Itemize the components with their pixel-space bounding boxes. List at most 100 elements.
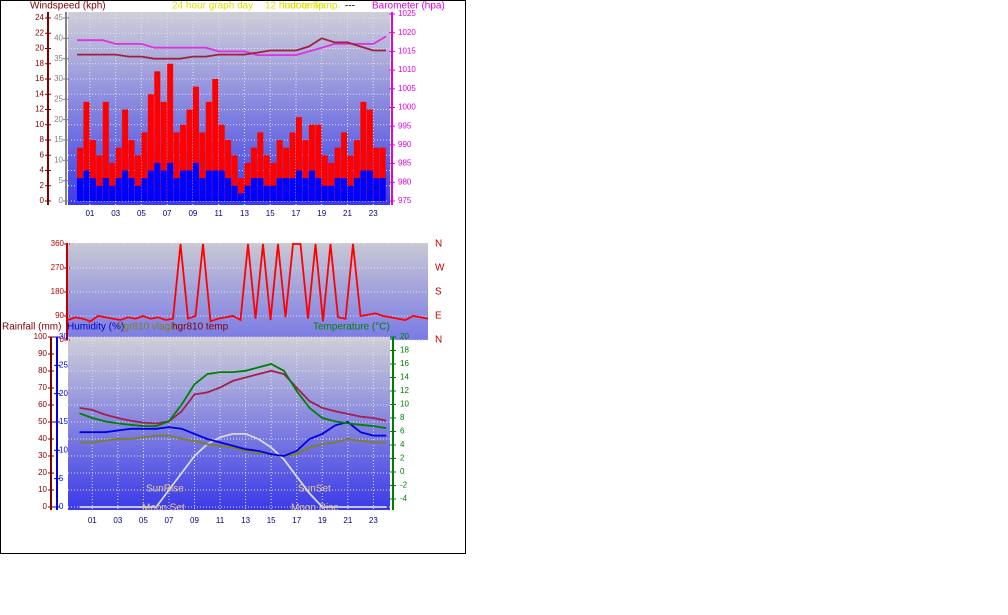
bar — [360, 170, 367, 201]
bar — [334, 178, 341, 201]
x-tick-label: 19 — [317, 209, 326, 218]
bar — [308, 124, 315, 201]
axis-title: Windspeed (kph) — [30, 1, 106, 12]
bar — [270, 185, 277, 201]
bar — [295, 170, 302, 201]
subtitle: --- — [345, 1, 355, 12]
y-tick-label: -4 — [400, 494, 408, 503]
y-tick-label: 10 — [59, 445, 68, 454]
bar — [147, 94, 154, 201]
y-tick-label: 20 — [54, 115, 63, 124]
x-tick-label: 11 — [215, 209, 224, 218]
bar — [328, 185, 335, 201]
bar — [289, 132, 296, 201]
legend-label: hgr810 temp — [172, 322, 229, 333]
y-tick-label: 1005 — [398, 84, 416, 93]
bar — [83, 170, 90, 201]
y-tick-label: 995 — [398, 121, 412, 130]
x-tick-label: 07 — [163, 209, 172, 218]
bar — [341, 132, 348, 201]
y-tick-label: 4 — [400, 440, 405, 449]
bar — [115, 147, 122, 201]
bar — [302, 140, 309, 201]
y-tick-label: 20 — [400, 332, 409, 341]
bar — [96, 185, 103, 201]
x-tick-label: 15 — [267, 516, 276, 525]
bar — [353, 178, 360, 201]
x-tick-label: 19 — [318, 516, 327, 525]
y-tick-label: 15 — [54, 135, 63, 144]
bar — [212, 170, 219, 201]
x-tick-label: 01 — [85, 209, 94, 218]
bar — [231, 155, 238, 201]
bar — [186, 170, 193, 201]
compass-label: E — [435, 311, 442, 322]
y-tick-label: 25 — [54, 94, 63, 103]
compass-label: N — [435, 239, 442, 250]
y-tick-label: 6 — [40, 150, 45, 159]
bar — [186, 109, 193, 201]
bar — [173, 178, 180, 201]
bar — [263, 185, 270, 201]
y-tick-label: 70 — [38, 383, 47, 392]
y-tick-label: 24 — [35, 13, 44, 22]
bar — [276, 140, 283, 201]
y-tick-label: 1025 — [398, 9, 416, 18]
bar — [231, 185, 238, 201]
y-tick-label: 0 — [60, 335, 65, 344]
bar — [360, 101, 367, 201]
y-tick-label: 40 — [38, 434, 47, 443]
series-line — [77, 37, 387, 60]
chart-title: 24 hour graph day — [172, 1, 253, 12]
bar — [308, 170, 315, 201]
bar — [257, 132, 264, 201]
bar — [334, 147, 341, 201]
bar — [212, 79, 219, 201]
y-tick-label: 0 — [59, 502, 64, 511]
bar — [77, 178, 84, 201]
y-tick-label: 4 — [40, 166, 45, 175]
y-tick-label: -2 — [400, 481, 408, 490]
bar — [115, 178, 122, 201]
bar — [250, 147, 257, 201]
y-tick-label: 12 — [35, 105, 44, 114]
bar — [167, 63, 174, 201]
bar — [141, 178, 148, 201]
x-tick-label: 03 — [111, 209, 120, 218]
bar — [180, 170, 187, 201]
bar — [283, 147, 290, 201]
bar — [295, 117, 302, 201]
y-tick-label: 35 — [54, 54, 63, 63]
x-tick-label: 05 — [137, 209, 146, 218]
bar — [102, 178, 109, 201]
bar — [205, 101, 212, 201]
y-tick-label: 270 — [51, 263, 65, 272]
bar — [89, 178, 96, 201]
y-tick-label: 990 — [398, 140, 412, 149]
y-tick-label: 180 — [51, 287, 65, 296]
y-tick-label: 22 — [35, 28, 44, 37]
subtitle: 12 hour temp. — [265, 1, 327, 12]
axis-title: Humidity (%) — [67, 322, 124, 333]
y-tick-label: 1000 — [398, 103, 416, 112]
y-tick-label: 30 — [54, 74, 63, 83]
bar — [192, 86, 199, 201]
y-tick-label: 0 — [59, 196, 64, 205]
y-tick-label: 2 — [400, 454, 405, 463]
bar — [244, 162, 251, 201]
bar — [192, 162, 199, 201]
y-tick-label: 6 — [400, 427, 405, 436]
bar — [289, 178, 296, 201]
y-tick-label: 12 — [400, 386, 409, 395]
axis-title: Temperature (°C) — [313, 322, 390, 333]
bar — [263, 155, 270, 201]
bar — [373, 178, 380, 201]
y-tick-label: 5 — [59, 176, 64, 185]
x-tick-label: 11 — [216, 516, 225, 525]
y-tick-label: 14 — [35, 89, 44, 98]
y-tick-label: 8 — [40, 135, 45, 144]
y-tick-label: 40 — [54, 33, 63, 42]
y-tick-label: 60 — [38, 400, 47, 409]
bar — [366, 170, 373, 201]
bar — [257, 178, 264, 201]
